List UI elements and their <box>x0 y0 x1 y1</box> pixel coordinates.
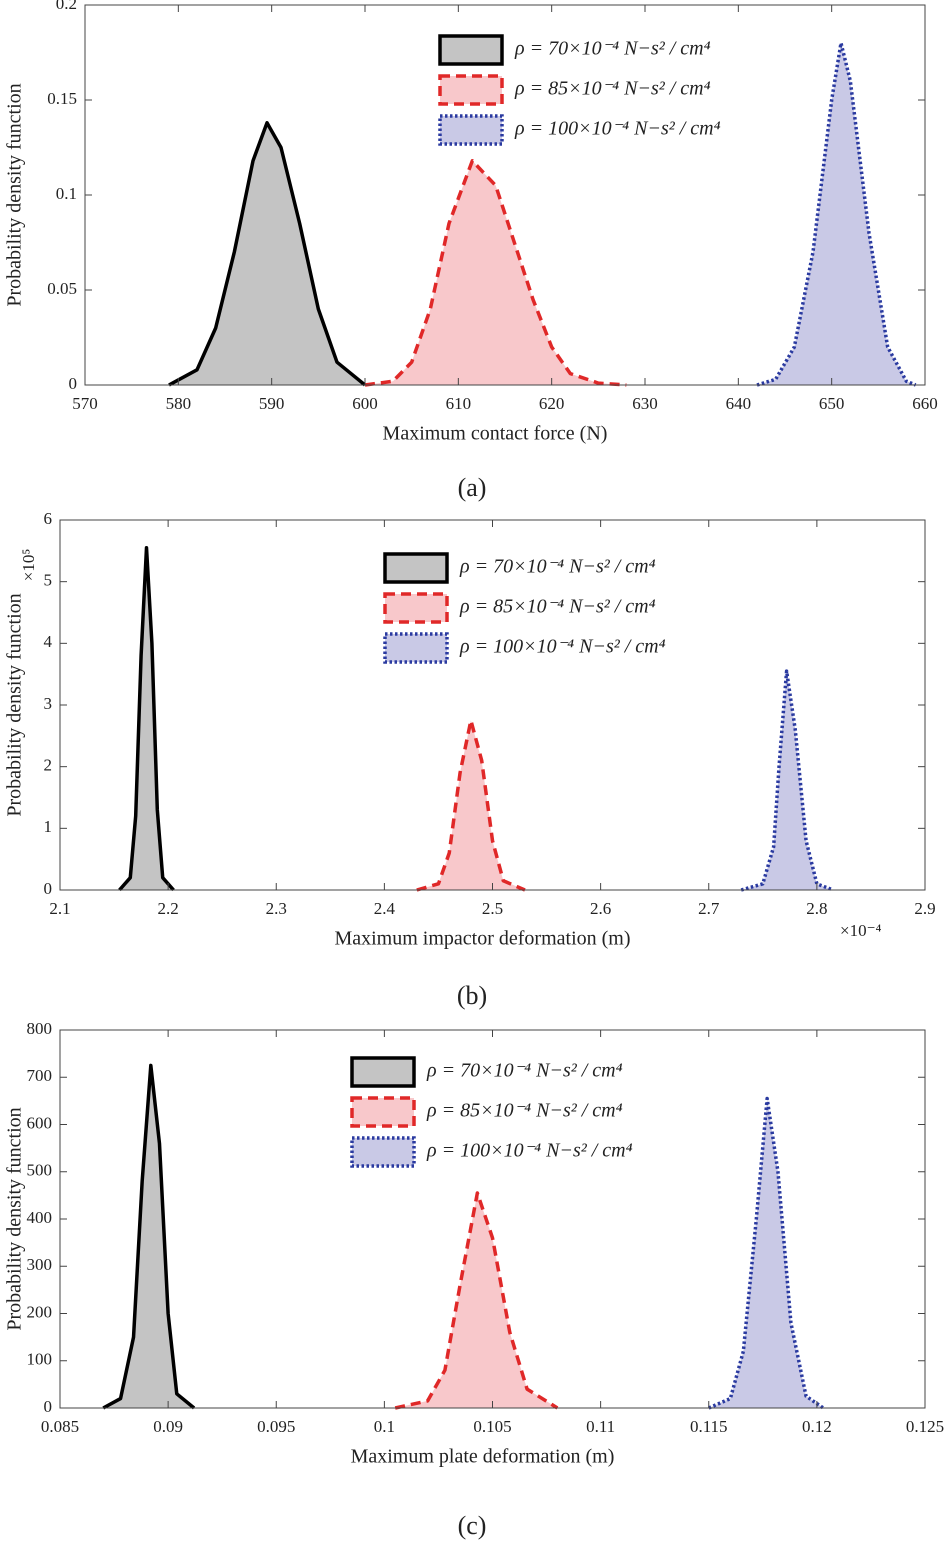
x-tick-label: 0.095 <box>257 1417 295 1436</box>
legend-label: ρ = 70×10⁻⁴ N−s² / cm⁴ <box>459 556 656 578</box>
legend-swatch <box>350 1096 416 1128</box>
legend-swatch <box>350 1136 416 1168</box>
x-tick-label: 650 <box>819 394 845 413</box>
x-tick-label: 0.12 <box>802 1417 832 1436</box>
y-tick-label: 0.2 <box>56 0 77 13</box>
y-tick-label: 100 <box>27 1350 53 1369</box>
density-area <box>394 1191 559 1410</box>
y-tick-label: 0 <box>69 374 78 393</box>
density-area <box>416 718 526 892</box>
y-tick-label: 200 <box>27 1302 53 1321</box>
y-tick-label: 400 <box>27 1208 53 1227</box>
density-area <box>118 546 175 892</box>
x-tick-label: 640 <box>726 394 752 413</box>
y-tick-label: 0 <box>44 879 53 898</box>
y-tick-label: 0.1 <box>56 184 77 203</box>
y-tick-label: 2 <box>44 756 53 775</box>
x-tick-label: 2.2 <box>158 899 179 918</box>
x-tick-label: 2.5 <box>482 899 503 918</box>
density-area <box>708 1096 825 1410</box>
y-multiplier: ×10⁵ <box>19 549 38 582</box>
x-tick-label: 2.6 <box>590 899 611 918</box>
legend-swatch <box>438 34 504 66</box>
legend-label: ρ = 100×10⁻⁴ N−s² / cm⁴ <box>426 1140 633 1162</box>
legend-label: ρ = 100×10⁻⁴ N−s² / cm⁴ <box>514 118 721 140</box>
x-tick-label: 0.085 <box>41 1417 79 1436</box>
y-tick-label: 4 <box>44 632 53 651</box>
x-tick-label: 2.3 <box>266 899 287 918</box>
y-tick-label: 300 <box>27 1255 53 1274</box>
legend-swatch <box>383 592 449 624</box>
legend-label: ρ = 85×10⁻⁴ N−s² / cm⁴ <box>514 78 711 100</box>
legend-swatch <box>350 1056 416 1088</box>
y-tick-label: 3 <box>44 694 53 713</box>
x-axis-label: Maximum plate deformation (m) <box>351 1446 615 1468</box>
density-area <box>740 669 834 892</box>
y-tick-label: 1 <box>44 817 53 836</box>
density-area <box>364 159 627 387</box>
y-tick-label: 0.15 <box>47 89 77 108</box>
legend-label: ρ = 70×10⁻⁴ N−s² / cm⁴ <box>514 38 711 60</box>
x-tick-label: 610 <box>446 394 472 413</box>
x-tick-label: 630 <box>632 394 658 413</box>
y-tick-label: 0 <box>44 1397 53 1416</box>
y-tick-label: 600 <box>27 1113 53 1132</box>
panel-label: (a) <box>458 473 487 502</box>
density-area <box>102 1063 196 1410</box>
x-tick-label: 600 <box>352 394 378 413</box>
x-tick-label: 0.1 <box>374 1417 395 1436</box>
legend-swatch <box>438 74 504 106</box>
x-tick-label: 0.11 <box>586 1417 615 1436</box>
x-tick-label: 0.125 <box>906 1417 944 1436</box>
x-tick-label: 2.4 <box>374 899 396 918</box>
y-tick-label: 5 <box>44 571 53 590</box>
x-tick-label: 0.115 <box>690 1417 728 1436</box>
x-tick-label: 0.09 <box>153 1417 183 1436</box>
y-tick-label: 700 <box>27 1066 53 1085</box>
panel-label: (b) <box>457 981 487 1010</box>
legend-swatch <box>383 632 449 664</box>
y-axis-label: Probability density function <box>4 593 26 816</box>
y-tick-label: 0.05 <box>47 279 77 298</box>
y-tick-label: 500 <box>27 1161 53 1180</box>
legend-label: ρ = 85×10⁻⁴ N−s² / cm⁴ <box>459 596 656 618</box>
density-area <box>756 41 917 387</box>
legend-swatch <box>438 114 504 146</box>
x-axis-label: Maximum impactor deformation (m) <box>334 928 630 950</box>
y-axis-label: Probability density function <box>4 1107 26 1330</box>
x-tick-label: 2.9 <box>914 899 935 918</box>
x-tick-label: 620 <box>539 394 565 413</box>
y-axis-label: Probability density function <box>4 83 26 306</box>
y-tick-label: 6 <box>44 509 53 528</box>
x-tick-label: 2.1 <box>49 899 70 918</box>
y-tick-label: 800 <box>27 1019 53 1038</box>
panel-label: (c) <box>458 1511 487 1540</box>
legend-label: ρ = 70×10⁻⁴ N−s² / cm⁴ <box>426 1060 623 1082</box>
legend-label: ρ = 100×10⁻⁴ N−s² / cm⁴ <box>459 636 666 658</box>
x-tick-label: 590 <box>259 394 285 413</box>
x-tick-label: 0.105 <box>473 1417 511 1436</box>
density-area <box>168 121 367 387</box>
x-tick-label: 580 <box>166 394 192 413</box>
x-tick-label: 2.8 <box>806 899 827 918</box>
x-axis-label: Maximum contact force (N) <box>383 423 608 445</box>
x-tick-label: 2.7 <box>698 899 720 918</box>
x-multiplier: ×10⁻⁴ <box>840 921 882 940</box>
legend-swatch <box>383 552 449 584</box>
x-tick-label: 570 <box>72 394 98 413</box>
legend-label: ρ = 85×10⁻⁴ N−s² / cm⁴ <box>426 1100 623 1122</box>
x-tick-label: 660 <box>912 394 938 413</box>
